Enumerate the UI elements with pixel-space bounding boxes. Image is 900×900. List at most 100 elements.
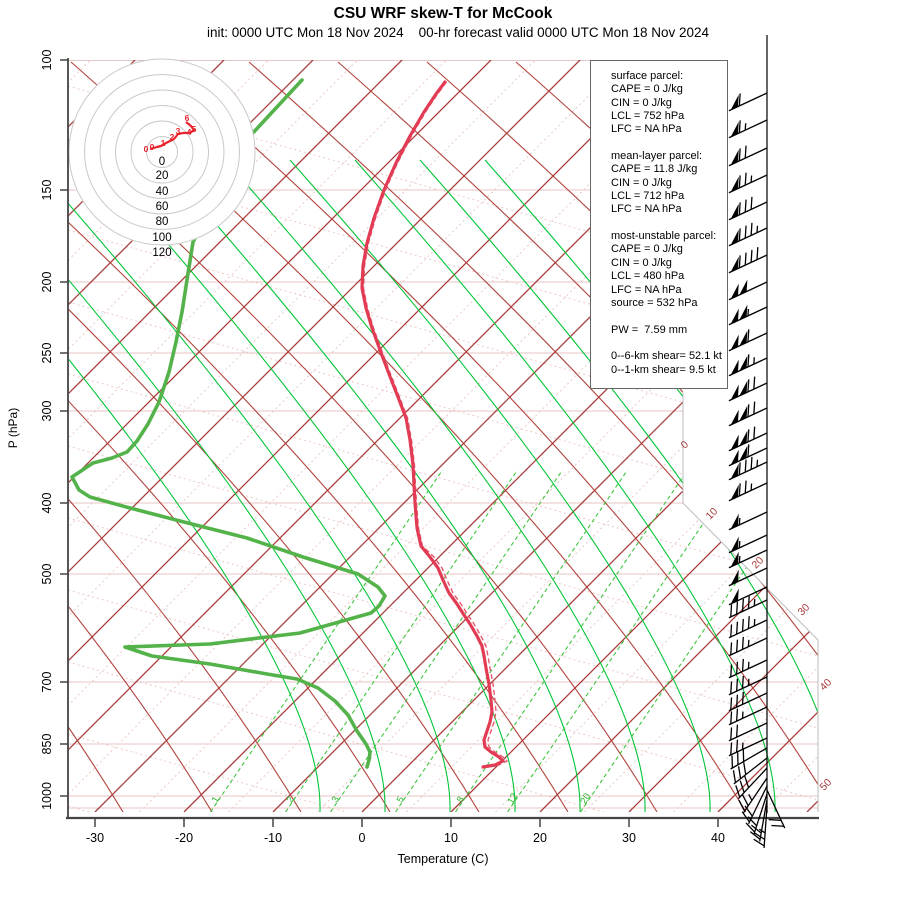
hodograph-ring-label: 40 <box>156 186 169 198</box>
wind-barbs <box>728 92 786 848</box>
mixing-ratio-value-label: 5 <box>395 795 407 805</box>
wind-barb <box>728 279 768 301</box>
parcel-info-line <box>611 337 727 350</box>
dry-adiabat-line <box>68 61 391 812</box>
dry-adiabat-line <box>159 61 818 812</box>
temperature-tick-label: 40 <box>711 831 725 845</box>
pressure-tick-label: 200 <box>40 271 54 293</box>
isotherm-line <box>68 60 500 812</box>
wind-barb <box>728 444 768 467</box>
hodograph-height-label: 4 <box>187 127 192 137</box>
parcel-info-line: CIN = 0 J/kg <box>611 176 672 189</box>
dry-adiabat-line <box>68 61 302 812</box>
wind-barb <box>728 616 768 639</box>
hodograph-height-label: 2 <box>170 132 175 142</box>
mixing-ratio-value-label: 2 <box>285 795 297 805</box>
temperature-tick-label: 30 <box>622 831 636 845</box>
pressure-tick-label: 500 <box>40 563 54 585</box>
isotherm-line <box>68 60 678 812</box>
minor-isotherm-line <box>68 60 544 812</box>
parcel-info-line <box>611 310 727 323</box>
wind-barb <box>728 222 768 247</box>
isotherm-line <box>272 60 818 812</box>
mixing-ratio-line <box>285 469 518 812</box>
wind-barb <box>728 376 768 402</box>
hodograph-ring <box>84 74 240 230</box>
mixing-ratio-value-label: 3 <box>330 795 342 805</box>
mixing-ratio-value-label: 12 <box>505 791 520 806</box>
parcel-info-line: mean-layer parcel: <box>611 150 703 163</box>
frame-edge <box>682 502 819 641</box>
mixing-ratio-line <box>330 469 563 812</box>
wind-barb <box>741 785 768 825</box>
moist-adiabat-line <box>224 159 646 812</box>
mixing-ratio-line <box>395 469 628 812</box>
hodograph-ring <box>115 105 209 199</box>
y-axis-label: P (hPa) <box>6 407 20 449</box>
parcel-info-line: LFC = NA hPa <box>611 283 682 296</box>
hodograph-height-label: 6 <box>185 113 190 123</box>
hodograph-height-label: 1 <box>161 138 166 148</box>
wind-barb <box>728 145 768 167</box>
wind-barb <box>728 196 768 221</box>
wind-barb <box>728 549 768 569</box>
wind-barb <box>728 511 768 531</box>
mixing-ratio-line <box>455 469 688 812</box>
wind-barb <box>728 706 768 726</box>
parcel-info-line: CAPE = 0 J/kg <box>611 243 683 256</box>
wind-barb <box>728 354 768 377</box>
mixing-ratio-line <box>507 469 740 812</box>
wind-barb <box>728 586 768 606</box>
wind-barb <box>728 567 768 587</box>
page-title: CSU WRF skew-T for McCook <box>333 5 553 22</box>
dry-adiabat-line <box>248 61 818 812</box>
x-axis-label: Temperature (C) <box>397 852 489 866</box>
dewpoint-curve <box>70 78 387 769</box>
hodograph-ring-label: 100 <box>152 232 171 244</box>
pressure-tick-label: 150 <box>40 179 54 201</box>
wind-barb <box>728 534 768 554</box>
wind-barb <box>753 805 768 848</box>
wind-barb <box>728 675 768 696</box>
moist-adiabat-line <box>68 159 386 812</box>
mixing-ratio-value-label: 1 <box>210 795 222 805</box>
pressure-tick-label: 700 <box>40 671 54 693</box>
temperature-tick-label: 10 <box>444 831 458 845</box>
parcel-info-line: PW = 7.59 mm <box>611 323 688 336</box>
isotherm-line <box>68 60 411 812</box>
wind-barb <box>728 304 768 326</box>
parcel-info-line: LCL = 712 hPa <box>611 190 685 203</box>
dry-adiabat-line <box>426 61 818 812</box>
parcel-info-line: most-unstable parcel: <box>611 230 717 243</box>
wind-barb <box>728 329 768 352</box>
sounding-profiles <box>70 78 509 769</box>
temperature-tick-label: -10 <box>263 831 283 845</box>
minor-isotherm-line <box>762 60 818 812</box>
isotherm-value-label: 10 <box>704 505 721 522</box>
hodograph-ring <box>99 89 225 215</box>
isotherm-value-label: 40 <box>818 676 835 693</box>
parcel-info-line: surface parcel: <box>611 70 684 82</box>
hodograph-trace <box>149 121 196 151</box>
isotherm-line <box>450 60 818 812</box>
pressure-tick-label: 850 <box>40 733 54 755</box>
temperature-tick-label: 20 <box>533 831 547 845</box>
parcel-info-line: LCL = 480 hPa <box>611 270 685 283</box>
hodograph-height-label: 0 <box>150 142 155 152</box>
hodograph-ring-label: 20 <box>156 170 169 182</box>
wind-barb <box>728 596 768 619</box>
wind-barb <box>728 401 768 427</box>
hodograph-height-label: 0 <box>144 144 149 154</box>
hodograph-ring <box>68 58 256 246</box>
plot-frame <box>60 35 819 827</box>
mixing-ratio-value-label: 20 <box>578 791 593 806</box>
wind-barb <box>728 691 768 712</box>
pressure-tick-label: 250 <box>40 342 54 364</box>
parcel-info-line: CAPE = 11.8 J/kg <box>611 163 698 176</box>
isotherm-line <box>539 60 818 812</box>
minor-isotherm-line <box>68 60 455 812</box>
isotherm-line <box>717 60 818 812</box>
moist-adiabat-line <box>68 159 451 812</box>
wind-barb <box>728 426 768 452</box>
